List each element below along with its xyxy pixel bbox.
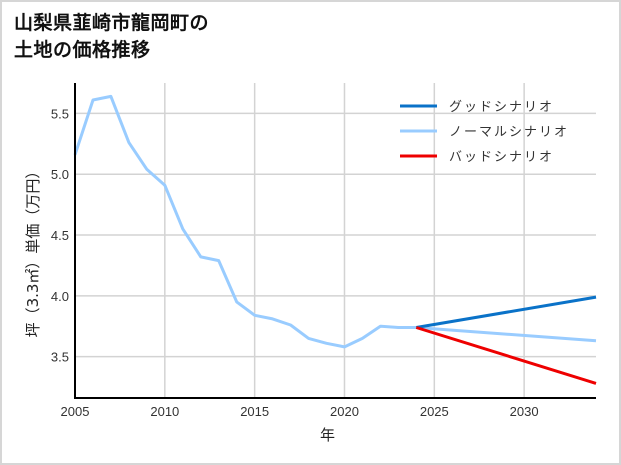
chart-title-line2: 土地の価格推移 xyxy=(14,39,151,61)
y-axis-label: 坪（3.3㎡）単価（万円） xyxy=(24,164,42,338)
chart-title-line1: 山梨県韮崎市龍岡町の xyxy=(14,12,210,34)
svg-text:2010: 2010 xyxy=(150,404,179,419)
svg-text:2025: 2025 xyxy=(420,404,449,419)
axes xyxy=(74,83,596,399)
svg-text:2020: 2020 xyxy=(330,404,359,419)
svg-text:2005: 2005 xyxy=(61,404,90,419)
svg-text:グッドシナリオ: グッドシナリオ xyxy=(449,100,554,115)
svg-text:2015: 2015 xyxy=(240,404,269,419)
data-lines xyxy=(73,94,597,385)
svg-text:ノーマルシナリオ: ノーマルシナリオ xyxy=(449,125,569,140)
svg-text:5.0: 5.0 xyxy=(51,167,69,182)
series-line xyxy=(415,326,597,385)
series-line xyxy=(73,94,597,349)
svg-text:5.5: 5.5 xyxy=(51,106,69,121)
chart-title: 山梨県韮崎市龍岡町の 土地の価格推移 xyxy=(14,10,209,64)
svg-text:3.5: 3.5 xyxy=(51,350,69,365)
svg-text:バッドシナリオ: バッドシナリオ xyxy=(449,150,554,165)
svg-text:4.0: 4.0 xyxy=(51,289,69,304)
grid-lines xyxy=(74,83,596,398)
tick-labels: 2005 2010 2015 2020 2025 2030 3.5 4.0 4.5 5.0 5.5 xyxy=(51,106,539,419)
svg-text:4.5: 4.5 xyxy=(51,228,69,243)
x-axis-label: 年 xyxy=(320,426,335,444)
svg-text:2030: 2030 xyxy=(510,404,539,419)
series-line xyxy=(416,295,597,329)
